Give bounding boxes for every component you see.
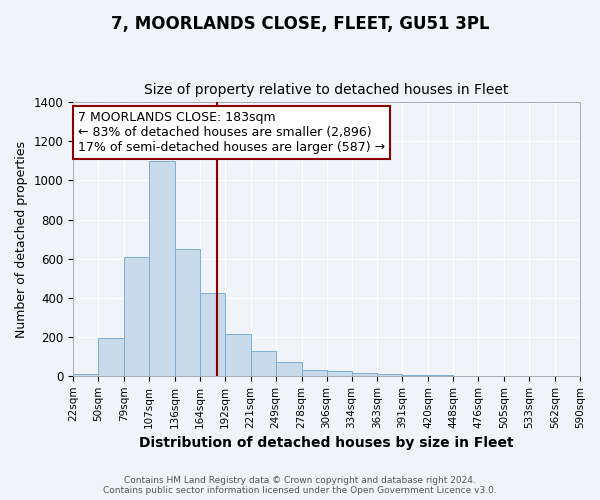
Y-axis label: Number of detached properties: Number of detached properties	[15, 140, 28, 338]
Bar	[73, 374, 98, 376]
Bar	[428, 375, 453, 376]
Bar	[326, 371, 352, 376]
Bar	[251, 352, 275, 376]
X-axis label: Distribution of detached houses by size in Fleet: Distribution of detached houses by size …	[139, 436, 514, 450]
Bar	[98, 338, 124, 376]
Bar	[275, 362, 302, 376]
Bar	[149, 161, 175, 376]
Bar	[225, 334, 251, 376]
Text: 7, MOORLANDS CLOSE, FLEET, GU51 3PL: 7, MOORLANDS CLOSE, FLEET, GU51 3PL	[110, 15, 490, 33]
Bar	[352, 373, 377, 376]
Bar	[302, 370, 326, 376]
Bar	[377, 374, 403, 376]
Bar	[200, 293, 225, 376]
Bar	[403, 375, 428, 376]
Bar	[124, 256, 149, 376]
Bar	[175, 249, 200, 376]
Text: 7 MOORLANDS CLOSE: 183sqm
← 83% of detached houses are smaller (2,896)
17% of se: 7 MOORLANDS CLOSE: 183sqm ← 83% of detac…	[78, 110, 385, 154]
Text: Contains HM Land Registry data © Crown copyright and database right 2024.
Contai: Contains HM Land Registry data © Crown c…	[103, 476, 497, 495]
Title: Size of property relative to detached houses in Fleet: Size of property relative to detached ho…	[145, 83, 509, 97]
